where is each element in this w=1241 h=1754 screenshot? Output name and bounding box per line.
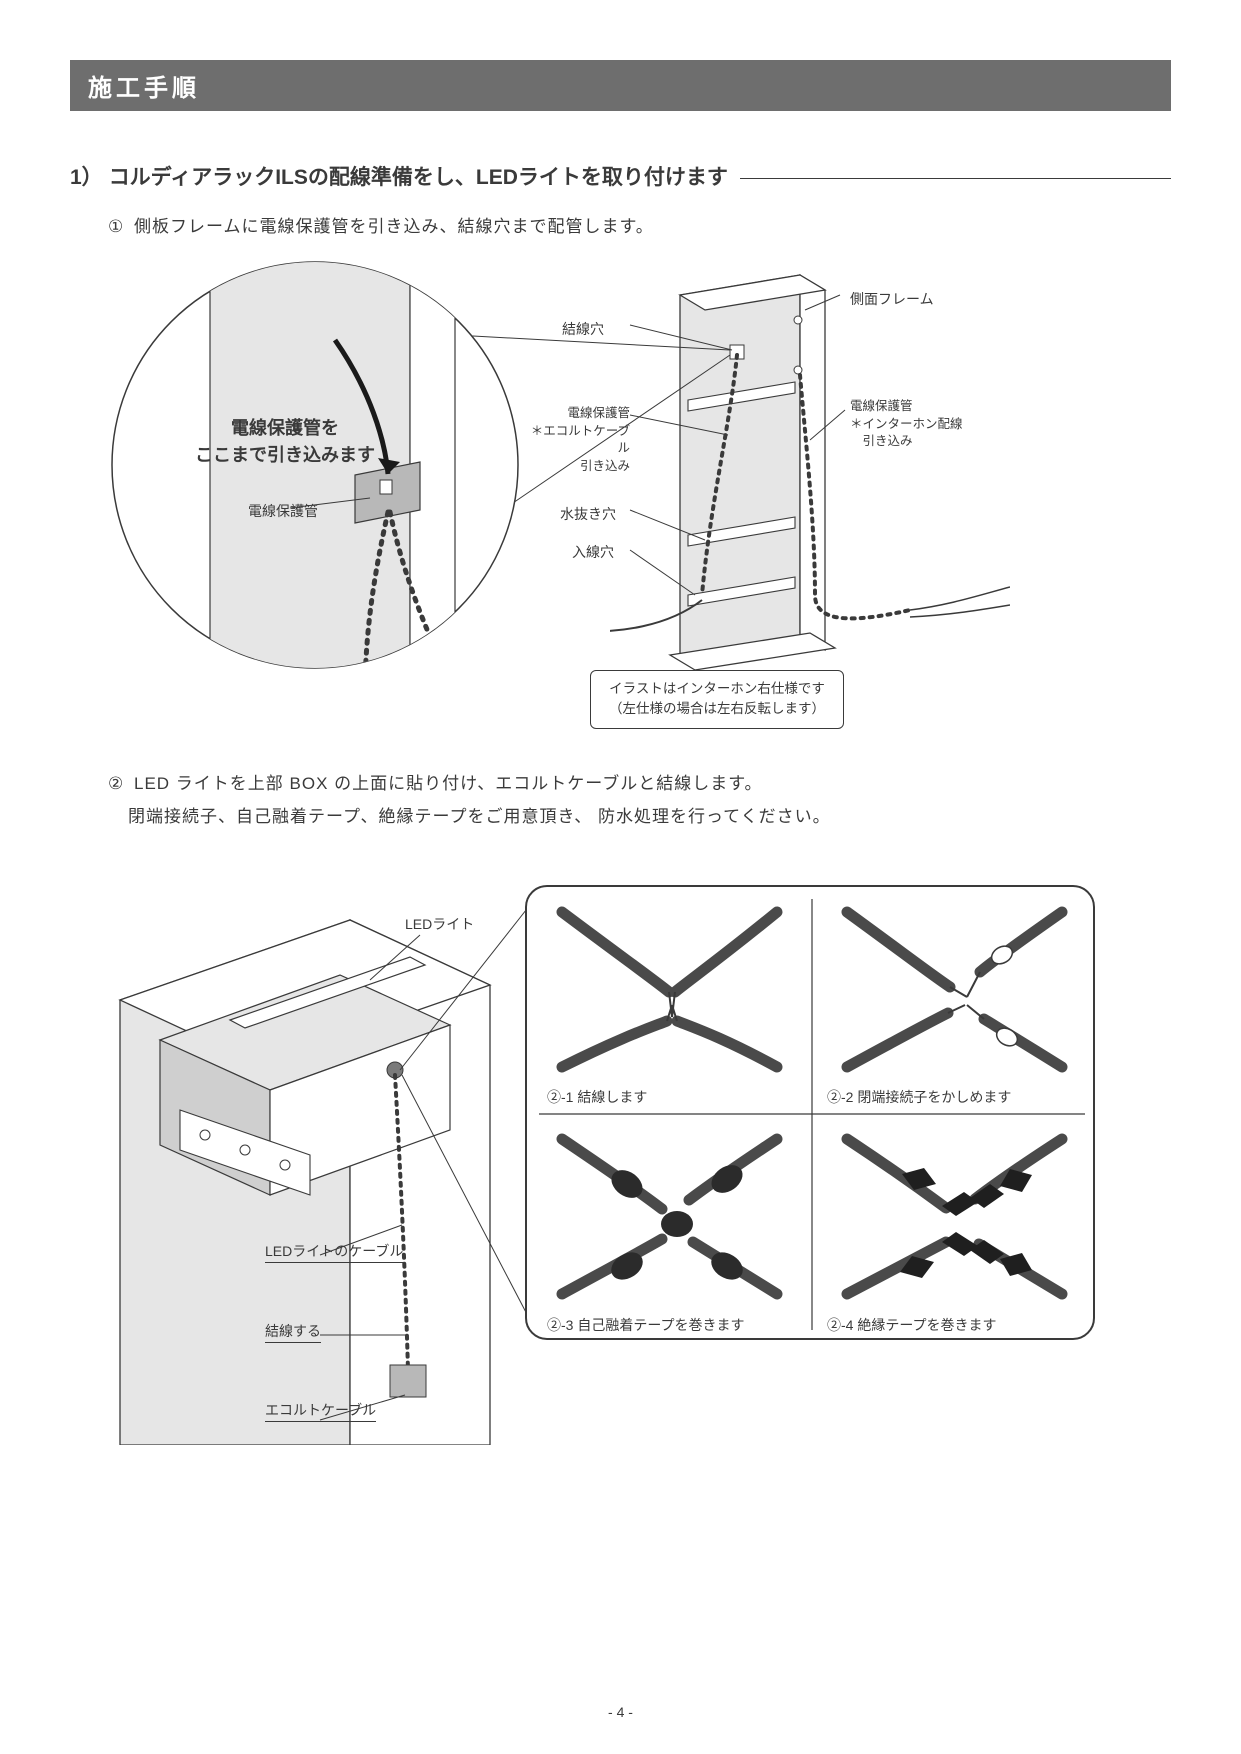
- diagram-2: LEDライト LEDライトのケーブル 結線する エコルトケーブル: [70, 845, 1171, 1465]
- section-1-title-text: コルディアラックILSの配線準備をし、LEDライトを取り付けます: [109, 161, 728, 191]
- label-kessen-ana: 結線穴: [562, 320, 604, 340]
- step-1-2: ② LED ライトを上部 BOX の上面に貼り付け、エコルトケーブルと結線します…: [108, 770, 1171, 797]
- step-1-2-num: ②: [108, 770, 124, 797]
- step-1-1-num: ①: [108, 213, 124, 240]
- wiring-steps-panel: ②-1 結線します ②-2 閉端接続子をかしめます ②-3 自己融着テープを巻き…: [525, 885, 1095, 1340]
- section-1-number: 1）: [70, 161, 103, 191]
- caption-2-2: ②-2 閉端接続子をかしめます: [827, 1087, 1011, 1107]
- label-right-l1: 電線保護管: [850, 398, 963, 416]
- page-number: - 4 -: [0, 1704, 1241, 1720]
- detail-l1: 電線保護管を: [155, 415, 415, 442]
- label-sokumen: 側面フレーム: [850, 290, 934, 310]
- note-l2: （左仕様の場合は左右反転します）: [609, 699, 825, 719]
- step-1-1-text: 側板フレームに電線保護管を引き込み、結線穴まで配管します。: [134, 217, 654, 236]
- step-1-2-line1: LED ライトを上部 BOX の上面に貼り付け、エコルトケーブルと結線します。: [134, 774, 763, 793]
- section-header: 施工手順: [70, 60, 1171, 111]
- label-kessen: 結線する: [265, 1322, 321, 1344]
- note-l1: イラストはインターホン右仕様です: [609, 679, 825, 699]
- step-1-1: ① 側板フレームに電線保護管を引き込み、結線穴まで配管します。: [108, 213, 1171, 240]
- label-right-l2: ＊インターホン配線: [850, 416, 963, 434]
- label-nyusen: 入線穴: [572, 543, 614, 563]
- label-hogokan-right: 電線保護管 ＊インターホン配線 引き込み: [850, 398, 963, 451]
- caption-2-1: ②-1 結線します: [547, 1087, 647, 1107]
- label-mizunuki: 水抜き穴: [560, 505, 616, 525]
- detail-circle-label: 電線保護管を ここまで引き込みます: [155, 415, 415, 469]
- label-led-cable: LEDライトのケーブル: [265, 1242, 403, 1264]
- diagram1-note: イラストはインターホン右仕様です （左仕様の場合は左右反転します）: [590, 670, 844, 729]
- caption-2-4: ②-4 絶縁テープを巻きます: [827, 1315, 997, 1335]
- label-led-light: LEDライト: [405, 915, 474, 935]
- label-right-l3: 引き込み: [850, 433, 963, 451]
- label-hogokan-left-l2: ＊エコルトケーブル: [530, 423, 630, 458]
- step-1-2-line2: 閉端接続子、自己融着テープ、絶縁テープをご用意頂き、 防水処理を行ってください。: [128, 803, 1171, 830]
- detail-l2: ここまで引き込みます: [155, 442, 415, 469]
- label-ecolt: エコルトケーブル: [265, 1401, 376, 1423]
- section-1-title: 1） コルディアラックILSの配線準備をし、LEDライトを取り付けます: [70, 161, 1171, 191]
- caption-2-3: ②-3 自己融着テープを巻きます: [547, 1315, 745, 1335]
- label-hogokan-left-l1: 電線保護管: [530, 405, 630, 423]
- section-title-rule: [740, 178, 1171, 179]
- detail-sublabel: 電線保護管: [248, 502, 318, 522]
- wiring-steps-svg: [527, 887, 1097, 1342]
- diagram-1: 電線保護管を ここまで引き込みます 電線保護管 結線穴 電線保護管 ＊エコルトケ…: [70, 250, 1171, 730]
- label-hogokan-left-l3: 引き込み: [530, 458, 630, 476]
- label-hogokan-left: 電線保護管 ＊エコルトケーブル 引き込み: [530, 405, 630, 475]
